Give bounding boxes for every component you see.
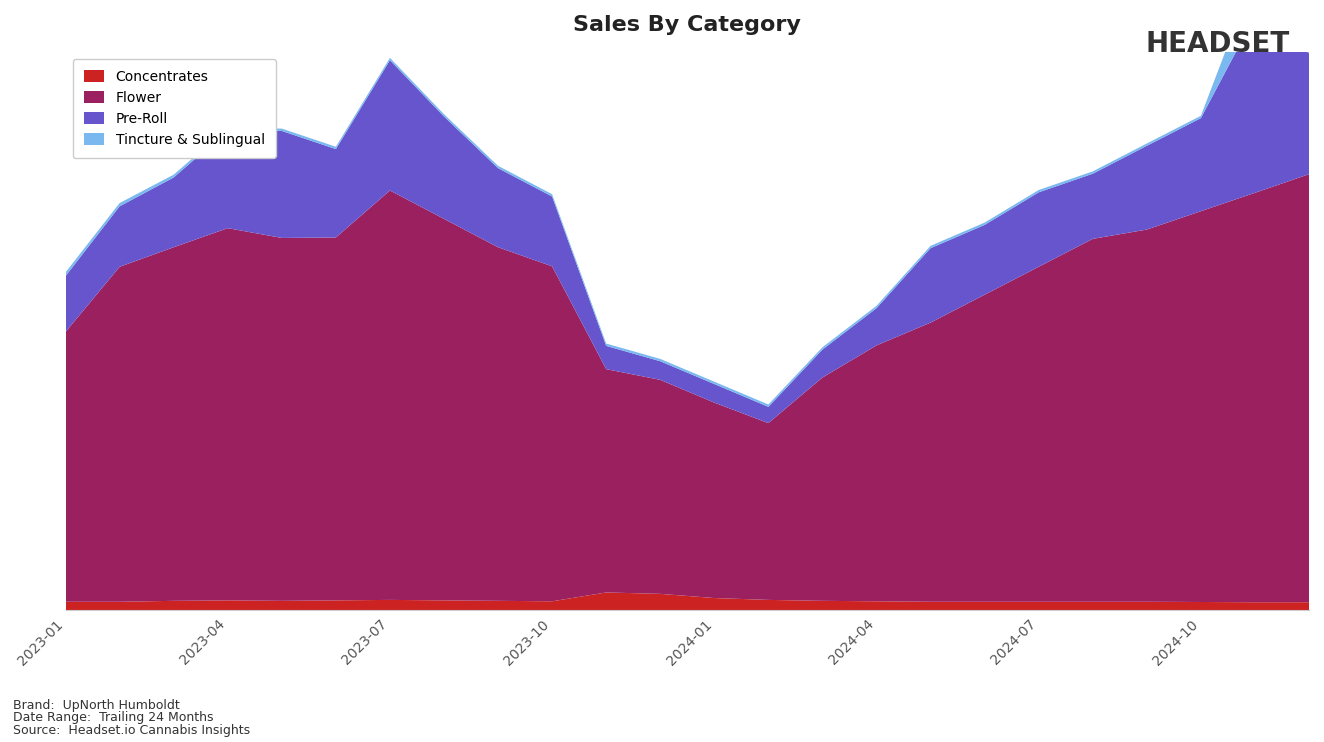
Title: Sales By Category: Sales By Category — [573, 15, 801, 35]
Text: Brand:  UpNorth Humboldt: Brand: UpNorth Humboldt — [13, 699, 180, 712]
Text: Date Range:  Trailing 24 Months: Date Range: Trailing 24 Months — [13, 712, 213, 724]
Text: HEADSET: HEADSET — [1147, 30, 1290, 58]
Text: Source:  Headset.io Cannabis Insights: Source: Headset.io Cannabis Insights — [13, 724, 250, 737]
Legend: Concentrates, Flower, Pre-Roll, Tincture & Sublingual: Concentrates, Flower, Pre-Roll, Tincture… — [73, 59, 275, 158]
